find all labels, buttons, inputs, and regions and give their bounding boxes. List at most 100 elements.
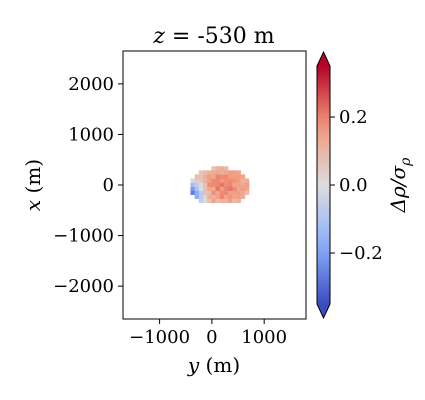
heatmap-cell	[198, 190, 204, 195]
heatmap-cell	[207, 186, 212, 191]
y-axis-label: x (m)	[21, 159, 45, 211]
heatmap-cell	[223, 194, 229, 199]
heatmap-cell	[211, 178, 216, 183]
heatmap-cell	[211, 174, 216, 179]
colorbar-ticks: −0.2 0.0 0.2	[330, 107, 383, 264]
heatmap-cell	[194, 194, 200, 199]
y-tick-label: 0	[103, 175, 114, 196]
heatmap-cell	[203, 174, 208, 179]
heatmap-cell	[203, 198, 208, 203]
heatmap-cell	[194, 182, 200, 187]
x-tick-label: 0	[206, 327, 217, 348]
heatmap-cell	[215, 166, 221, 171]
heatmap-cell	[190, 182, 195, 187]
heatmap-cell	[236, 174, 241, 179]
heatmap-cell	[240, 186, 246, 191]
heatmap-cell	[240, 194, 246, 199]
heatmap-cell	[215, 182, 221, 187]
heatmap-cell	[244, 190, 250, 195]
heatmap-cell	[232, 182, 237, 187]
heatmap-cell	[236, 194, 241, 199]
heatmap-cell	[236, 170, 241, 175]
heatmap-cell	[194, 186, 200, 191]
heatmap-cell	[236, 190, 241, 195]
colorbar-label: Δρ/σρ	[386, 157, 414, 214]
heatmap-cell	[211, 194, 216, 199]
heatmap-cell	[223, 186, 229, 191]
heatmap-cell	[232, 198, 237, 203]
heatmap-cell	[219, 166, 225, 171]
heatmap-cell	[228, 186, 233, 191]
heatmap-cells	[190, 166, 250, 203]
heatmap-cell	[190, 190, 195, 195]
heatmap-cell	[228, 182, 233, 187]
heatmap-cell	[203, 190, 208, 195]
heatmap-cell	[228, 178, 233, 183]
heatmap-cell	[219, 194, 225, 199]
heatmap-cell	[194, 178, 200, 183]
heatmap-cell	[236, 182, 241, 187]
heatmap-cell	[211, 198, 216, 203]
heatmap-cell	[198, 194, 204, 199]
heatmap-cell	[219, 198, 225, 203]
heatmap-cell	[232, 194, 237, 199]
heatmap-cell	[219, 174, 225, 179]
y-axis-ticks: −2000 −1000 0 1000 2000	[53, 74, 123, 297]
colorbar-tick-label: 0.0	[339, 175, 368, 196]
title-variable: z	[152, 24, 165, 49]
heatmap-cell	[207, 190, 212, 195]
heatmap-cell	[215, 174, 221, 179]
heatmap-cell	[223, 166, 229, 171]
colorbar-bar	[317, 66, 330, 304]
heatmap-cell	[207, 170, 212, 175]
y-tick-label: 2000	[68, 74, 114, 95]
heatmap-cell	[236, 178, 241, 183]
heatmap-cell	[219, 182, 225, 187]
colorbar-extend-top	[317, 52, 330, 66]
heatmap-cell	[207, 178, 212, 183]
heatmap-cell	[228, 190, 233, 195]
heatmap-cell	[219, 186, 225, 191]
heatmap-cell	[244, 182, 250, 187]
heatmap-cell	[215, 194, 221, 199]
heatmap-cell	[223, 190, 229, 195]
heatmap-cell	[232, 174, 237, 179]
heatmap-cell	[215, 186, 221, 191]
heatmap-cell	[223, 170, 229, 175]
heatmap-cell	[228, 194, 233, 199]
heatmap-cell	[203, 178, 208, 183]
heatmap-cell	[223, 198, 229, 203]
heatmap-cell	[228, 174, 233, 179]
y-tick-label: −2000	[53, 276, 114, 297]
heatmap-cell	[198, 174, 204, 179]
heatmap-cell	[232, 190, 237, 195]
heatmap-cell	[211, 186, 216, 191]
heatmap-cell	[215, 178, 221, 183]
heatmap-cell	[194, 190, 200, 195]
x-axis-label-unit: (m)	[199, 353, 240, 377]
heatmap-cell	[198, 170, 204, 175]
colorbar-label-sub: ρ	[398, 157, 414, 167]
heatmap-cell	[203, 170, 208, 175]
heatmap-cell	[211, 166, 216, 171]
colorbar-outline	[316, 50, 331, 320]
heatmap-cell	[223, 174, 229, 179]
heatmap-cell	[211, 182, 216, 187]
heatmap-cell	[215, 198, 221, 203]
heatmap-cell	[232, 178, 237, 183]
heatmap-cell	[203, 182, 208, 187]
heatmap-cell	[244, 186, 250, 191]
heatmap-cell	[228, 198, 233, 203]
heatmap-cell	[207, 182, 212, 187]
colorbar-label-main: Δρ/σ	[386, 164, 410, 213]
chart-title: z = -530 m	[152, 24, 274, 49]
heatmap-cell	[240, 182, 246, 187]
heatmap-cell	[198, 182, 204, 187]
colorbar-extend-bottom	[317, 304, 330, 318]
heatmap-cell	[236, 198, 241, 203]
heatmap-cell	[190, 186, 195, 191]
y-axis-label-variable: x	[21, 200, 45, 211]
heatmap-cell	[219, 170, 225, 175]
x-axis-label-variable: y	[187, 353, 200, 377]
